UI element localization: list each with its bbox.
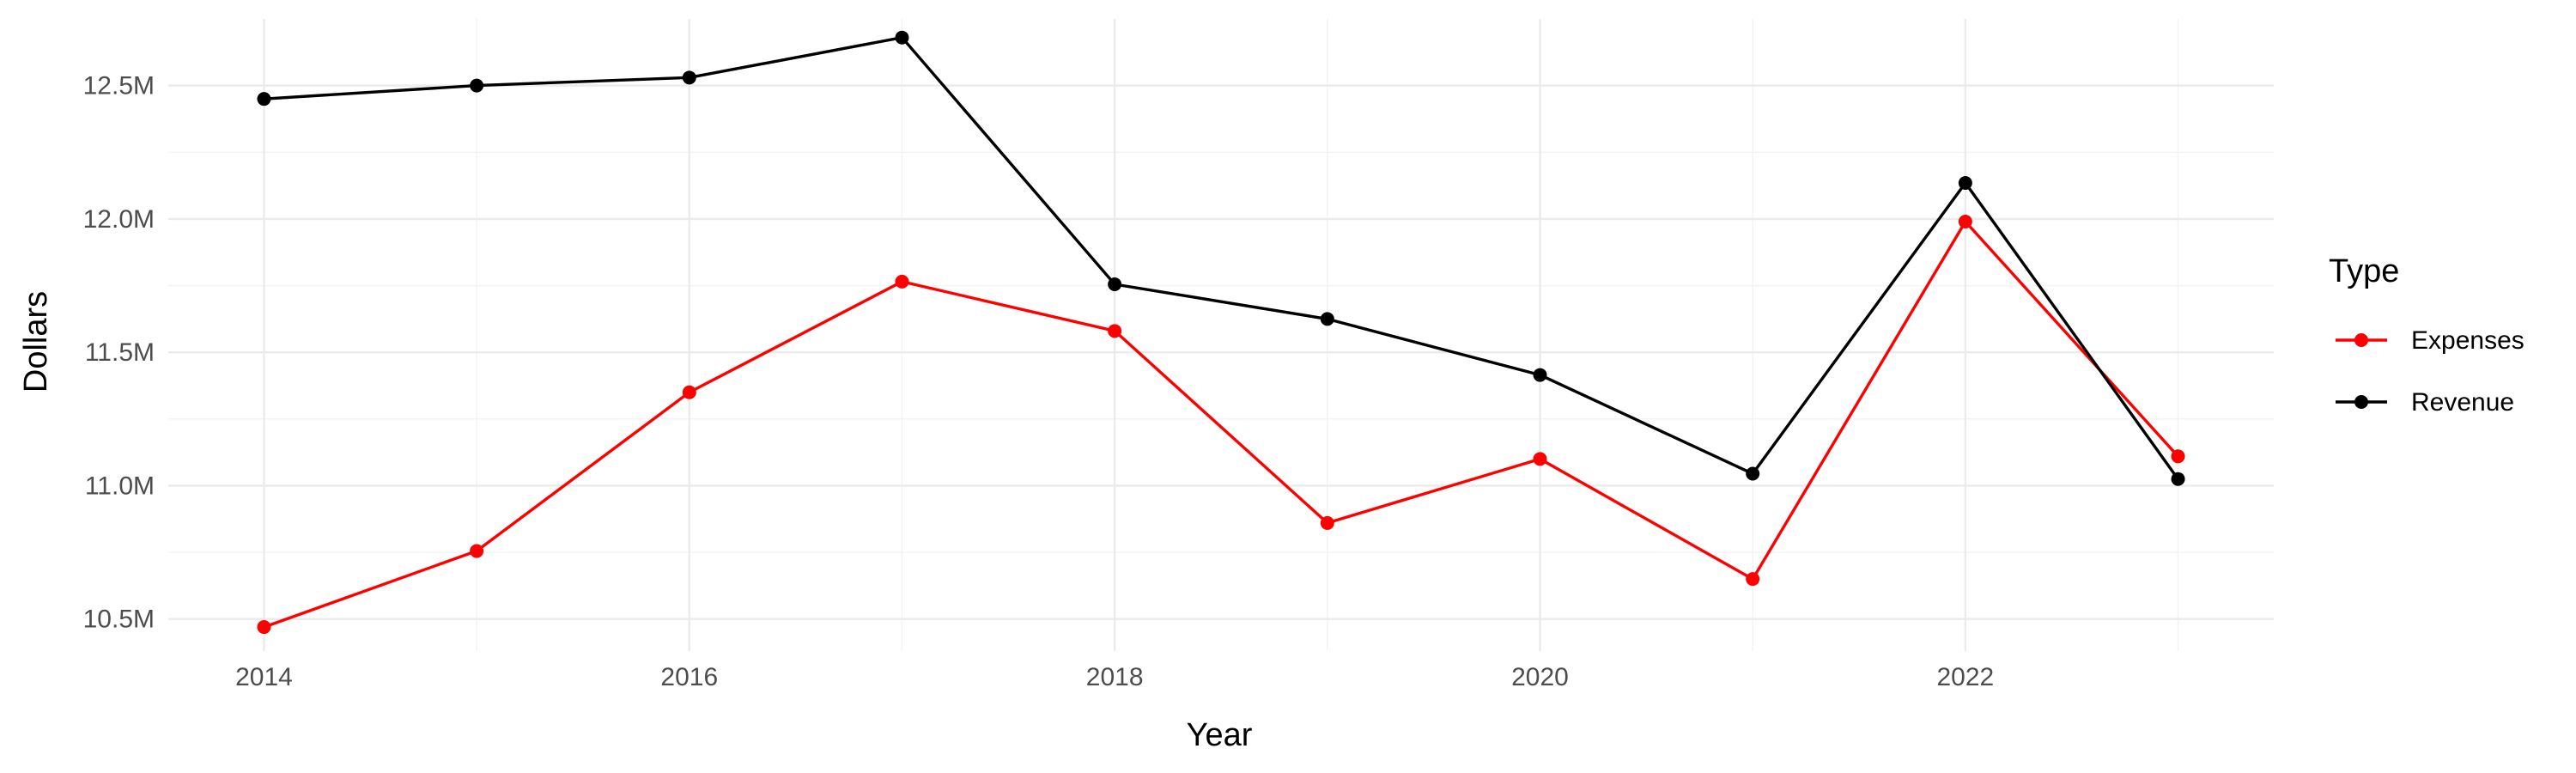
- revenue-point: [682, 70, 696, 85]
- x-axis-title: Year: [1187, 717, 1253, 753]
- revenue-point: [1746, 466, 1760, 481]
- expenses-point: [682, 385, 696, 399]
- grid: [168, 19, 2274, 651]
- legend-label-revenue: Revenue: [2411, 388, 2514, 417]
- legend-key-point: [2354, 395, 2368, 409]
- x-tick-label: 2018: [1086, 663, 1144, 691]
- x-tick-label: 2022: [1936, 663, 1994, 691]
- legend-item-expenses: Expenses: [2336, 326, 2524, 355]
- expenses-point: [470, 544, 484, 558]
- revenue-point: [1320, 312, 1334, 326]
- x-tick-label: 2016: [660, 663, 718, 691]
- y-tick-label: 11.5M: [85, 338, 155, 367]
- x-axis-tick-labels: 2014 2016 2018 2020 2022: [235, 663, 1994, 691]
- expenses-point: [257, 620, 271, 635]
- legend-key-point: [2354, 333, 2368, 347]
- y-tick-label: 11.0M: [85, 472, 155, 500]
- expenses-point: [1958, 215, 1972, 229]
- revenue-line: [264, 36, 2179, 480]
- x-tick-label: 2020: [1511, 663, 1569, 691]
- revenue-point: [1533, 368, 1547, 382]
- y-tick-label: 12.5M: [83, 72, 155, 100]
- expenses-point: [895, 274, 909, 289]
- x-tick-label: 2014: [235, 663, 293, 691]
- y-tick-label: 12.0M: [83, 205, 155, 234]
- expenses-point: [2171, 449, 2185, 464]
- y-tick-label: 10.5M: [83, 606, 155, 634]
- revenue-point: [895, 30, 909, 45]
- series-expenses: [257, 215, 2185, 635]
- revenue-point: [1108, 277, 1122, 291]
- revenue-point: [257, 92, 271, 107]
- revenue-point: [470, 78, 484, 93]
- expenses-point: [1746, 572, 1760, 587]
- legend-item-revenue: Revenue: [2336, 388, 2514, 417]
- expenses-line: [263, 220, 2179, 629]
- revenue-point: [2171, 472, 2185, 486]
- legend-title: Type: [2329, 253, 2399, 289]
- y-axis-tick-labels: 10.5M 11.0M 11.5M 12.0M 12.5M: [83, 72, 155, 634]
- expenses-point: [1108, 324, 1122, 338]
- revenue-point: [1958, 175, 1972, 190]
- y-axis-title: Dollars: [18, 291, 54, 393]
- legend-label-expenses: Expenses: [2411, 326, 2524, 355]
- expenses-point: [1320, 515, 1334, 530]
- series-group: [257, 30, 2185, 635]
- series-revenue: [257, 30, 2185, 486]
- expenses-point: [1533, 452, 1547, 466]
- legend: Type Expenses Revenue: [2329, 253, 2524, 417]
